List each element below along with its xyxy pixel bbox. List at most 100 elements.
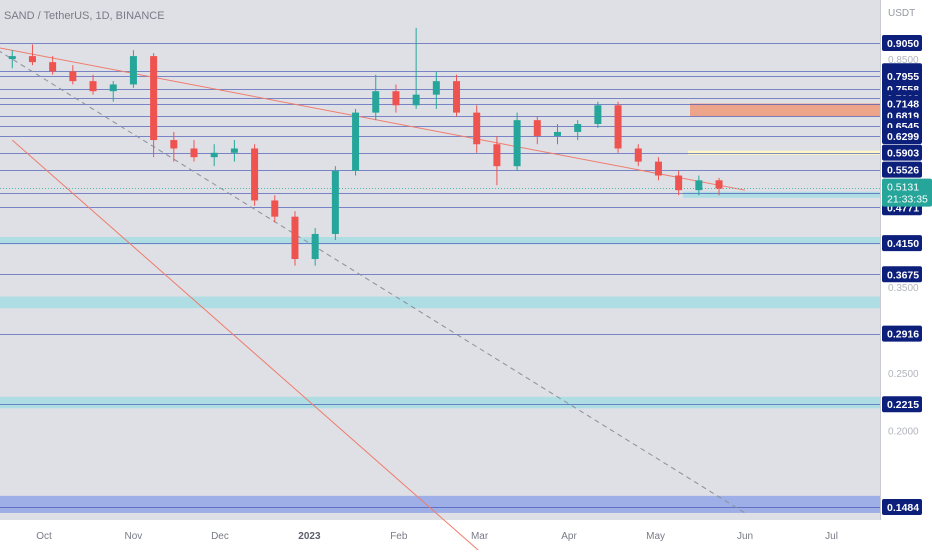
candle-body	[372, 91, 380, 113]
candle	[695, 175, 703, 196]
candle	[150, 53, 158, 158]
candle-body	[190, 148, 198, 158]
price-label: 0.7955	[887, 71, 919, 83]
candle	[8, 50, 16, 69]
price-label-box	[882, 68, 922, 85]
candle	[392, 84, 400, 113]
candle-body	[715, 180, 723, 189]
price-label: 0.5903	[887, 148, 919, 160]
price-label-box	[882, 144, 922, 161]
plot-area[interactable]	[0, 0, 880, 520]
resistance-zone	[688, 150, 880, 155]
candle-body	[311, 233, 319, 260]
price-label-box	[882, 127, 922, 144]
candle-body	[271, 200, 279, 217]
time-tick: Jul	[825, 531, 838, 542]
time-tick: Dec	[211, 531, 229, 542]
candle-body	[574, 124, 582, 132]
candle-body	[129, 56, 137, 85]
candle	[271, 195, 279, 223]
candle	[331, 166, 339, 241]
last-price-value: 0.5131	[887, 182, 919, 194]
candle-body	[553, 131, 561, 136]
candle	[49, 56, 57, 75]
price-label: 0.9050	[887, 38, 919, 50]
candle-body	[614, 105, 622, 149]
price-tick: 0.2500	[888, 369, 919, 380]
support-zone	[0, 296, 880, 309]
time-axis[interactable]: Oct Nov Dec 2023 Feb Mar Apr May Jun Jul	[36, 531, 838, 542]
candle-body	[695, 180, 703, 191]
candle-body	[654, 161, 662, 176]
candle	[230, 140, 238, 162]
price-label: 0.5526	[887, 165, 919, 177]
candle	[654, 157, 662, 181]
candle	[533, 116, 541, 145]
zones-layer	[0, 103, 880, 513]
candle	[69, 65, 77, 85]
candle-body	[210, 152, 218, 158]
candle-body	[251, 148, 259, 201]
candle-body	[412, 94, 420, 106]
price-label-box	[882, 266, 922, 283]
candle-body	[473, 112, 481, 145]
price-label: 0.6299	[887, 131, 919, 143]
candle-body	[331, 170, 339, 234]
price-label: 0.2215	[887, 399, 919, 411]
support-zone	[683, 191, 880, 198]
candle-body	[150, 56, 158, 141]
candle	[553, 124, 561, 145]
candle	[89, 74, 97, 95]
candle-body	[8, 56, 16, 60]
candle	[634, 144, 642, 167]
time-tick: 2023	[298, 531, 321, 542]
candle-body	[28, 56, 36, 63]
candle-body	[89, 81, 97, 92]
red-trendline	[0, 47, 746, 191]
candle-body	[634, 148, 642, 162]
candle-body	[493, 144, 501, 167]
candle-body	[291, 216, 299, 260]
candle-body	[392, 91, 400, 106]
dashed-trendline	[0, 50, 746, 514]
price-axis[interactable]: 0.85000.35000.25000.20000.90500.81060.79…	[882, 35, 932, 515]
candle	[210, 144, 218, 167]
candle	[614, 101, 622, 153]
time-tick: Mar	[471, 531, 489, 542]
candle	[453, 74, 461, 117]
price-label-box	[882, 499, 922, 515]
time-tick: Jun	[737, 531, 753, 542]
candle-body	[170, 140, 178, 149]
price-label-box	[882, 35, 922, 51]
candle-body	[49, 62, 57, 72]
candle	[109, 81, 117, 102]
price-label-box	[882, 95, 922, 112]
price-label-box	[882, 396, 922, 413]
support-zone	[0, 495, 880, 513]
symbol-header: SAND / TetherUS, 1D, BINANCE	[4, 10, 165, 22]
candle	[594, 101, 602, 128]
candle	[251, 144, 259, 206]
price-label-box	[882, 325, 922, 342]
candle	[513, 112, 521, 171]
candle-countdown: 21:33:35	[887, 194, 928, 206]
price-label-box	[882, 235, 922, 252]
candle	[311, 228, 319, 266]
candle	[473, 105, 481, 153]
red-trendline	[11, 139, 485, 555]
support-zone	[0, 236, 880, 245]
price-label: 0.1484	[887, 502, 919, 514]
candle	[28, 44, 36, 66]
trendlines-layer	[0, 47, 880, 555]
candle	[129, 50, 137, 88]
candle-body	[109, 84, 117, 92]
last-price-box	[882, 178, 932, 207]
candle-body	[675, 175, 683, 191]
candle	[493, 135, 501, 186]
candle	[352, 108, 360, 176]
price-label: 0.7148	[887, 99, 919, 111]
candle-body	[230, 148, 238, 153]
price-label: 0.2916	[887, 329, 919, 341]
